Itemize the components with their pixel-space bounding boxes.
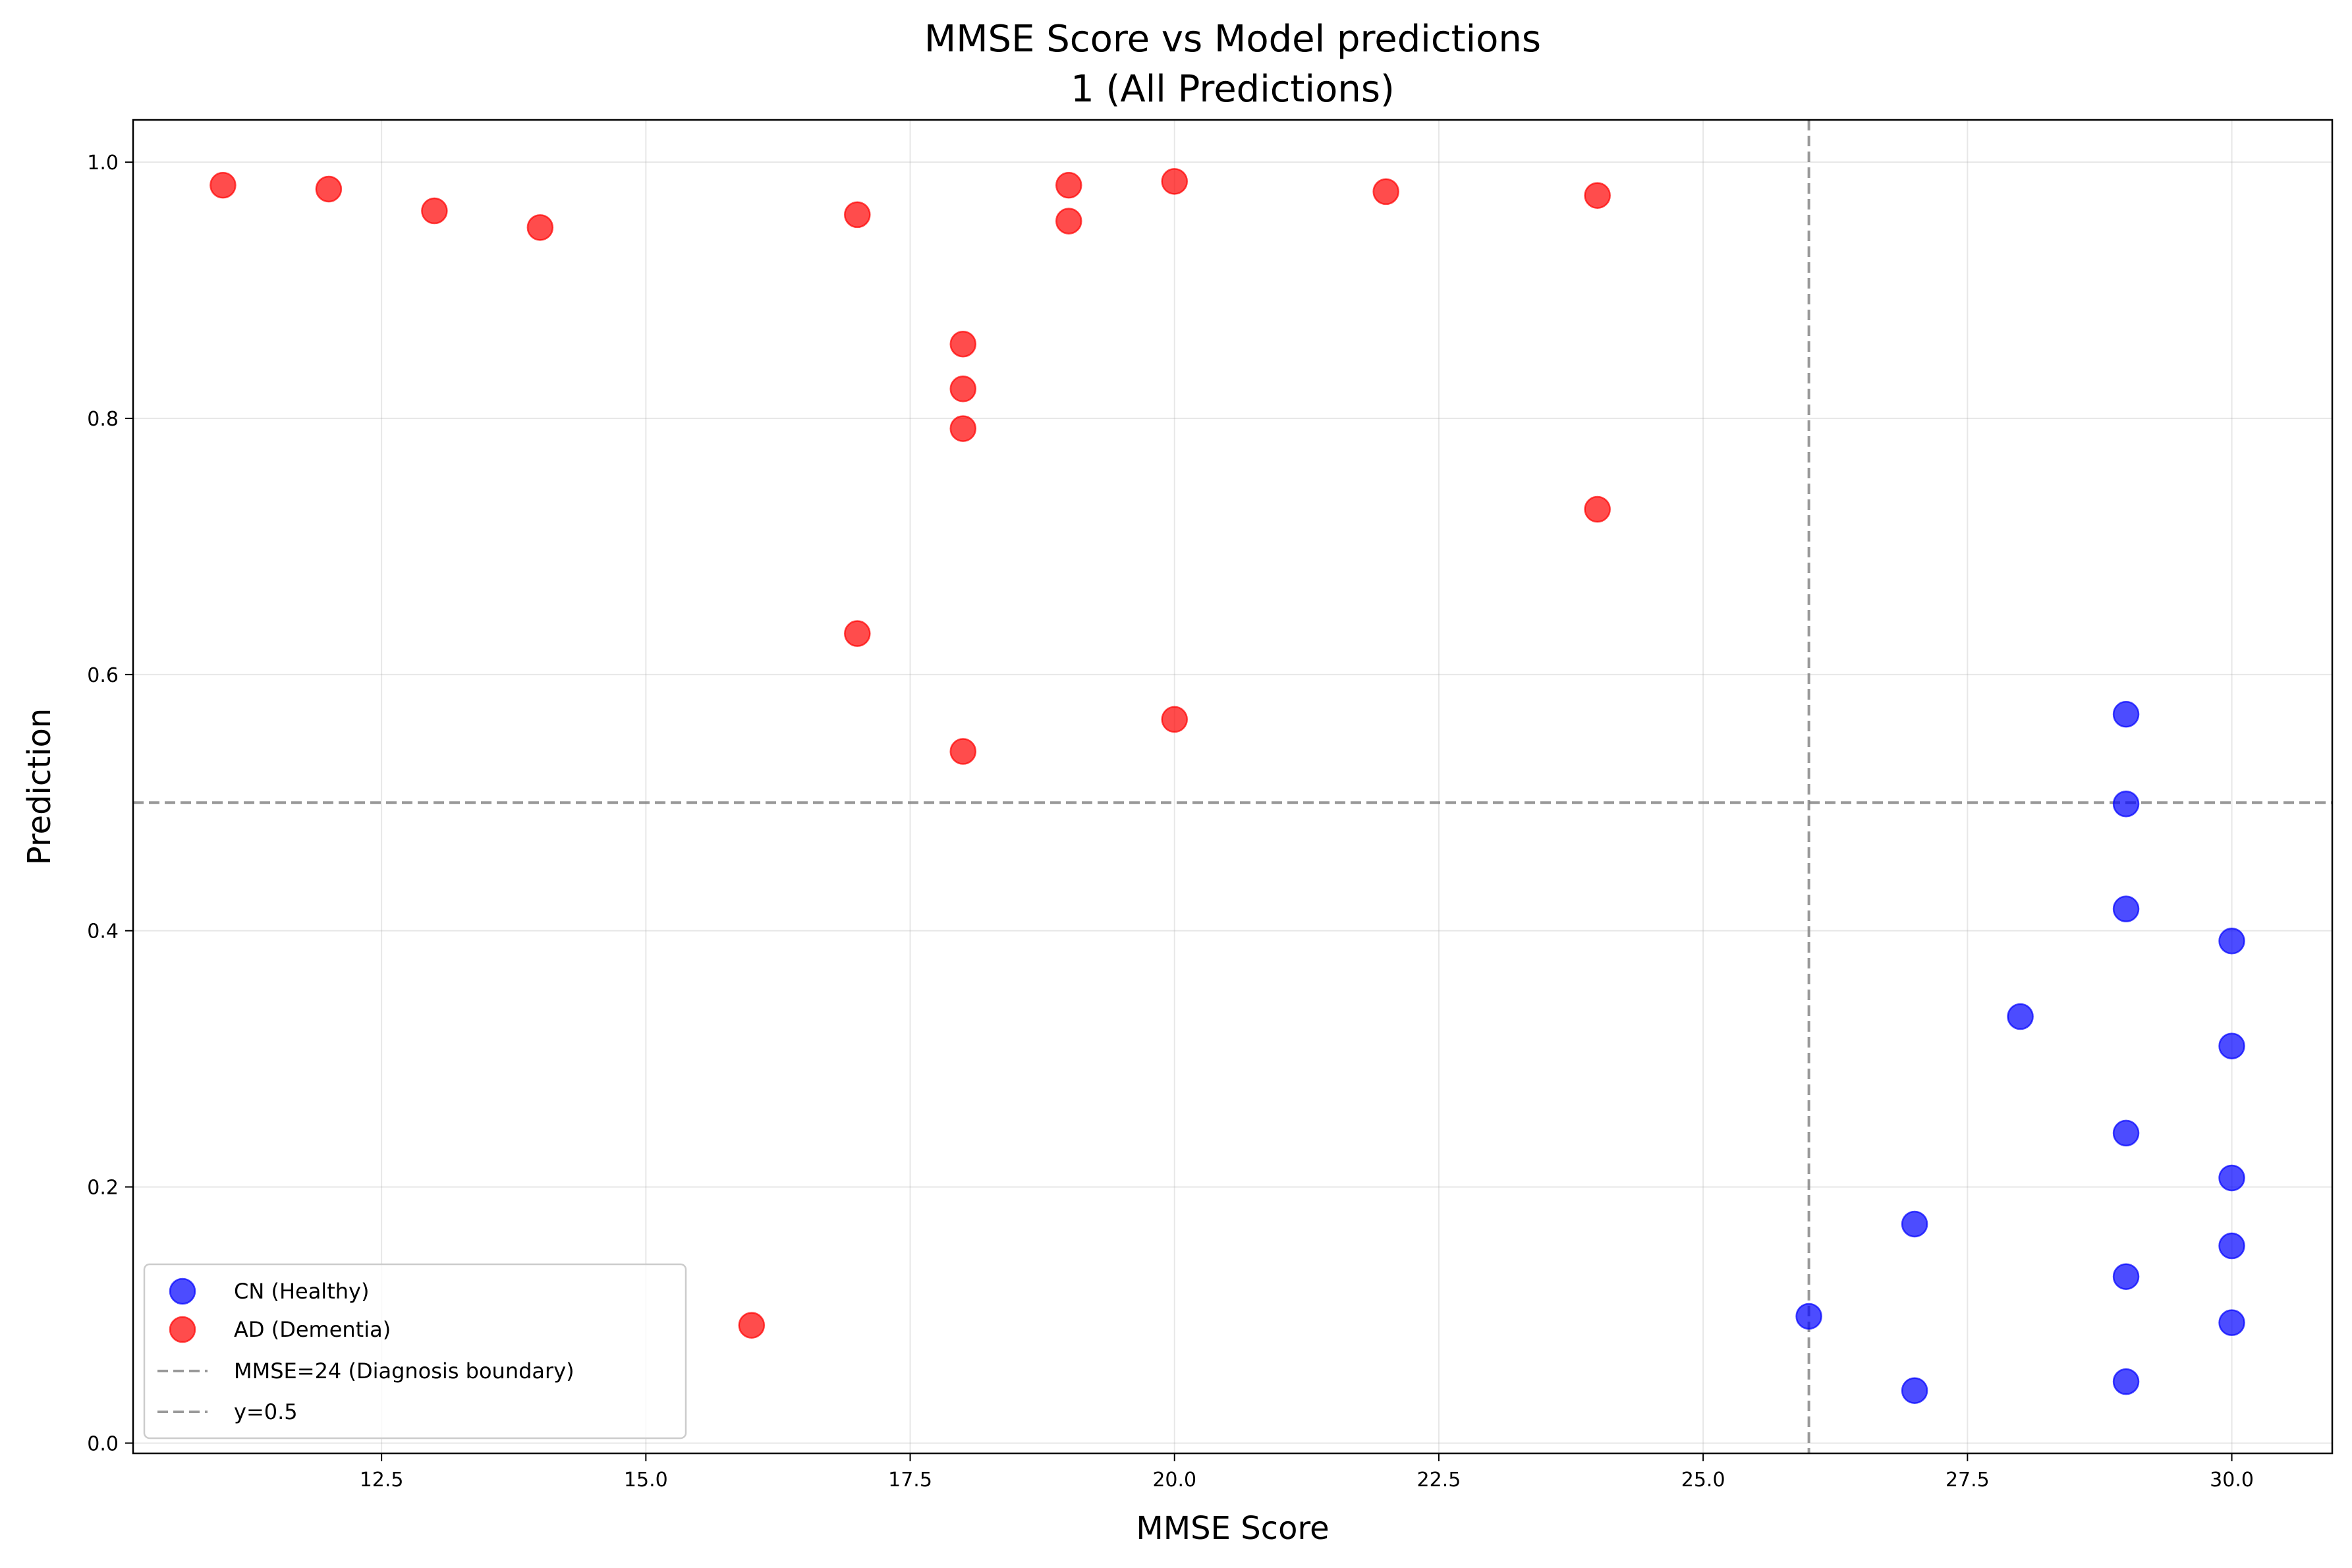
legend-label: AD (Dementia) xyxy=(234,1317,391,1342)
point-ad-dementia xyxy=(738,1312,766,1339)
point-ad-dementia xyxy=(210,171,237,199)
axis-ticks: 12.5 15.0 17.5 20.0 22.5 25.0 27.5 30.0 0.0 0.2 0.… xyxy=(87,152,2254,1492)
legend-label: y=0.5 xyxy=(234,1399,298,1424)
x-axis-label: MMSE Score xyxy=(1136,1510,1329,1547)
point-ad-dementia xyxy=(421,197,448,225)
plot-frame xyxy=(132,119,2334,1455)
data-points xyxy=(210,168,2245,1404)
point-ad-dementia xyxy=(1372,178,1399,206)
point-ad-dementia xyxy=(1161,706,1188,733)
legend-box xyxy=(143,1263,687,1440)
y-tick-label: 0.2 xyxy=(87,1177,119,1200)
legend-label: MMSE=24 (Diagnosis boundary) xyxy=(234,1358,574,1384)
point-cn-healthy xyxy=(2112,790,2140,818)
point-ad-dementia xyxy=(949,738,977,765)
legend-label: CN (Healthy) xyxy=(234,1279,369,1304)
point-ad-dementia xyxy=(844,620,871,647)
legend-items: CN (Healthy) AD (Dementia) MMSE=24 (Diagno… xyxy=(157,1277,574,1424)
y-tick-label: 0.4 xyxy=(87,920,119,943)
y-tick-label: 1.0 xyxy=(87,152,119,175)
point-cn-healthy xyxy=(2218,1232,2245,1260)
x-tick-label: 17.5 xyxy=(888,1469,932,1492)
chart-title-line-1: MMSE Score vs Model predictions xyxy=(924,18,1541,61)
point-ad-dementia xyxy=(315,175,343,203)
y-tick-label: 0.6 xyxy=(87,664,119,687)
point-cn-healthy xyxy=(1901,1377,1928,1404)
legend: CN (Healthy) AD (Dementia) MMSE=24 (Diagno… xyxy=(143,1263,687,1440)
point-cn-healthy xyxy=(2218,1164,2245,1192)
reference-lines xyxy=(133,120,2332,1453)
chart-title-line-2: 1 (All Predictions) xyxy=(1071,68,1395,111)
point-ad-dementia xyxy=(1161,168,1188,195)
point-cn-healthy xyxy=(2218,1309,2245,1336)
y-tick-label: 0.0 xyxy=(87,1432,119,1455)
point-cn-healthy xyxy=(2218,928,2245,955)
point-ad-dementia xyxy=(844,201,871,229)
x-tick-label: 30.0 xyxy=(2210,1469,2254,1492)
point-ad-dementia xyxy=(1055,208,1082,235)
point-cn-healthy xyxy=(1795,1302,1822,1330)
point-ad-dementia xyxy=(949,330,977,358)
point-cn-healthy xyxy=(2112,895,2140,922)
x-tick-label: 22.5 xyxy=(1417,1469,1461,1492)
x-tick-label: 25.0 xyxy=(1681,1469,1725,1492)
point-ad-dementia xyxy=(949,415,977,442)
point-cn-healthy xyxy=(2112,1368,2140,1395)
legend-marker xyxy=(169,1316,196,1343)
point-cn-healthy xyxy=(2112,700,2140,728)
grid-lines xyxy=(133,120,2332,1453)
x-tick-label: 27.5 xyxy=(1946,1469,1990,1492)
point-cn-healthy xyxy=(2112,1119,2140,1147)
point-ad-dementia xyxy=(526,214,554,241)
point-cn-healthy xyxy=(2218,1032,2245,1059)
x-tick-label: 12.5 xyxy=(360,1469,404,1492)
x-tick-label: 15.0 xyxy=(624,1469,668,1492)
y-axis-label: Prediction xyxy=(21,708,58,865)
point-ad-dementia xyxy=(949,376,977,403)
x-tick-label: 20.0 xyxy=(1152,1469,1196,1492)
point-ad-dementia xyxy=(1055,171,1082,199)
point-cn-healthy xyxy=(1901,1210,1928,1238)
point-cn-healthy xyxy=(2007,1003,2034,1030)
point-cn-healthy xyxy=(2112,1263,2140,1290)
legend-marker xyxy=(169,1277,196,1305)
point-ad-dementia xyxy=(1584,182,1611,209)
y-tick-label: 0.8 xyxy=(87,408,119,431)
point-ad-dementia xyxy=(1584,495,1611,523)
